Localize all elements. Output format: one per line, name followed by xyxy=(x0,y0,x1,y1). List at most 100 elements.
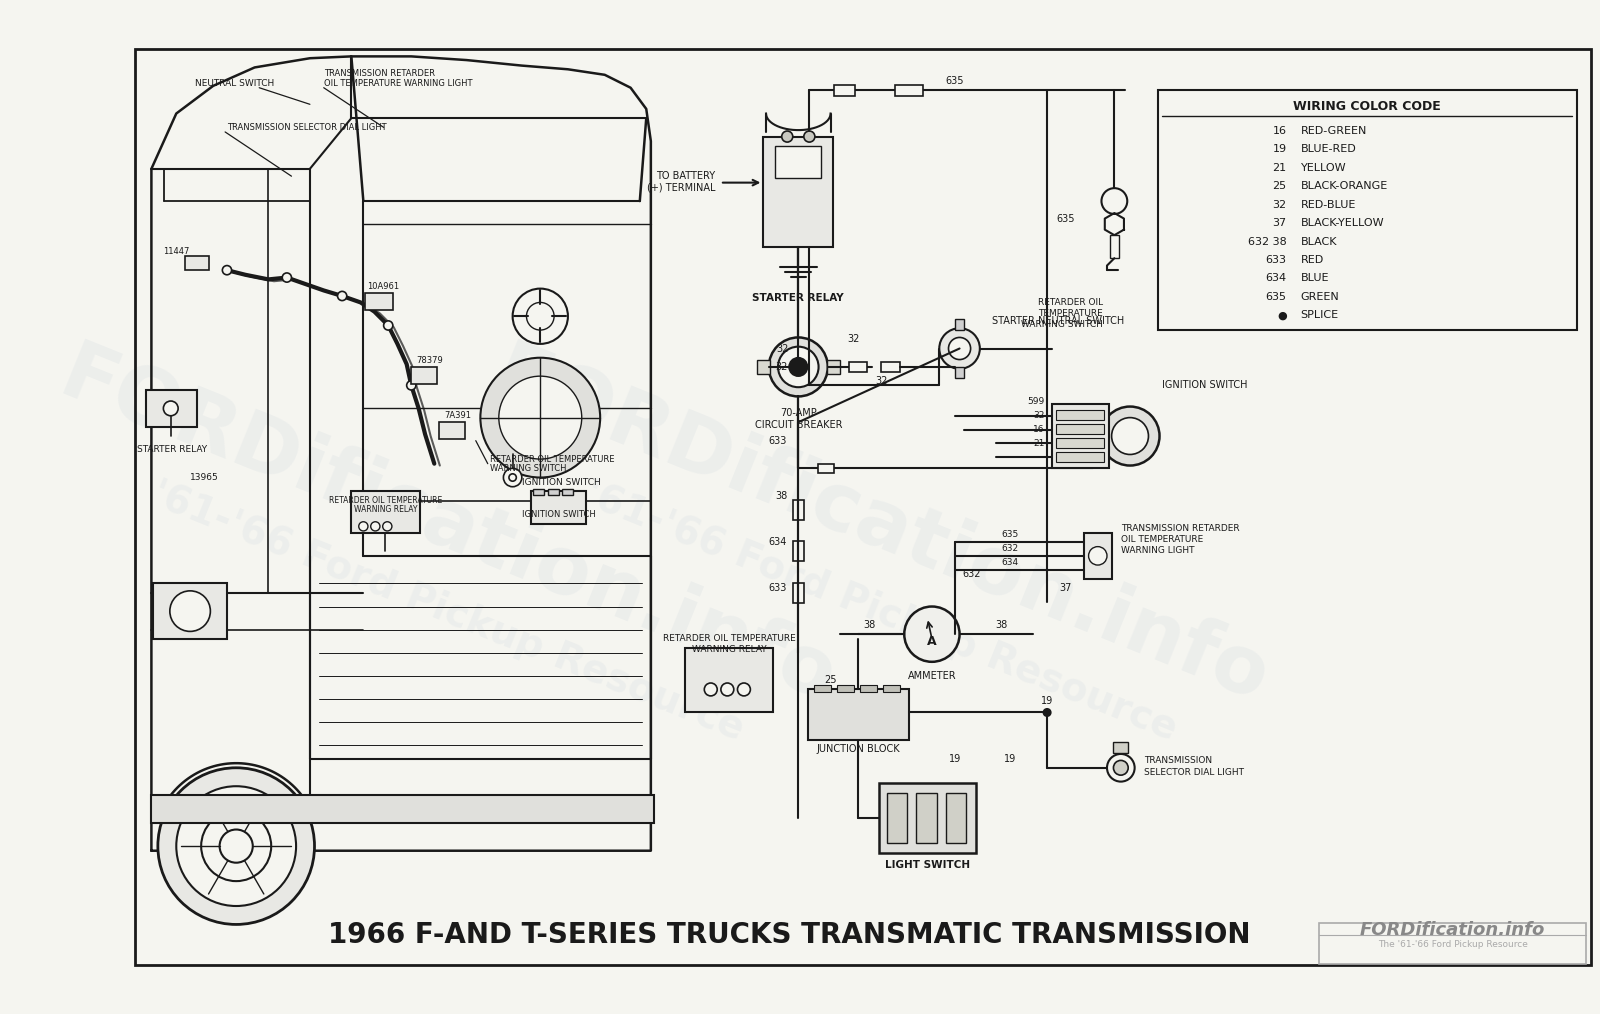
Text: TRANSMISSION: TRANSMISSION xyxy=(1144,755,1211,765)
Text: RETARDER OIL TEMPERATURE: RETARDER OIL TEMPERATURE xyxy=(330,496,442,505)
Circle shape xyxy=(1088,547,1107,565)
Text: TRANSMISSION RETARDER: TRANSMISSION RETARDER xyxy=(1122,523,1240,532)
Bar xyxy=(792,541,803,562)
Text: 32: 32 xyxy=(774,362,787,372)
Bar xyxy=(763,137,834,247)
Text: RETARDER OIL TEMPERATURE: RETARDER OIL TEMPERATURE xyxy=(662,635,795,643)
Bar xyxy=(880,784,976,853)
Text: AMMETER: AMMETER xyxy=(907,670,957,680)
Circle shape xyxy=(1101,189,1128,214)
Text: 25: 25 xyxy=(1272,182,1286,192)
Circle shape xyxy=(202,811,270,881)
Circle shape xyxy=(782,131,792,142)
Text: TEMPERATURE: TEMPERATURE xyxy=(1038,309,1104,318)
Text: 635: 635 xyxy=(1056,215,1075,224)
Bar xyxy=(818,463,834,473)
Text: GREEN: GREEN xyxy=(1301,292,1339,302)
Text: 634: 634 xyxy=(1266,274,1286,284)
Text: '61-'66 Ford Pickup Resource: '61-'66 Ford Pickup Resource xyxy=(579,475,1182,747)
Text: STARTER RELAY: STARTER RELAY xyxy=(136,445,206,454)
Text: 38: 38 xyxy=(774,491,787,501)
Text: WARNING SWITCH: WARNING SWITCH xyxy=(490,463,566,473)
Bar xyxy=(1051,404,1109,468)
Bar xyxy=(438,422,464,439)
Text: WARNING LIGHT: WARNING LIGHT xyxy=(1122,546,1194,555)
Circle shape xyxy=(338,291,347,300)
Bar xyxy=(547,490,558,495)
Circle shape xyxy=(480,358,600,478)
Text: FORDification.info: FORDification.info xyxy=(50,337,848,720)
Text: 634: 634 xyxy=(1002,558,1019,567)
Bar xyxy=(757,360,770,374)
Text: BLACK-ORANGE: BLACK-ORANGE xyxy=(1301,182,1387,192)
Text: 32: 32 xyxy=(776,344,789,354)
Circle shape xyxy=(504,468,522,487)
Bar xyxy=(154,583,227,639)
Bar xyxy=(955,319,965,331)
Text: The '61-'66 Ford Pickup Resource: The '61-'66 Ford Pickup Resource xyxy=(1378,940,1528,949)
Circle shape xyxy=(384,320,394,331)
Text: 632 38: 632 38 xyxy=(1248,236,1286,246)
Bar xyxy=(352,492,421,532)
Circle shape xyxy=(282,273,291,282)
Bar xyxy=(827,360,840,374)
Text: 632: 632 xyxy=(1002,544,1019,553)
Text: IGNITION SWITCH: IGNITION SWITCH xyxy=(522,478,600,487)
Bar xyxy=(1114,742,1128,753)
Bar xyxy=(882,362,899,371)
Bar xyxy=(894,85,923,96)
Circle shape xyxy=(406,380,416,390)
Bar xyxy=(186,257,208,270)
Text: 632: 632 xyxy=(962,569,981,579)
Text: JUNCTION BLOCK: JUNCTION BLOCK xyxy=(816,744,901,754)
Bar xyxy=(533,490,544,495)
Circle shape xyxy=(904,606,960,662)
Text: TO BATTERY: TO BATTERY xyxy=(656,171,715,182)
Text: IGNITION SWITCH: IGNITION SWITCH xyxy=(1162,380,1248,390)
Text: RED-BLUE: RED-BLUE xyxy=(1301,200,1355,210)
Circle shape xyxy=(371,522,379,531)
Text: CIRCUIT BREAKER: CIRCUIT BREAKER xyxy=(755,420,842,430)
Circle shape xyxy=(512,289,568,344)
Text: YELLOW: YELLOW xyxy=(1301,163,1346,173)
Bar xyxy=(955,367,965,378)
Circle shape xyxy=(939,329,979,369)
Bar xyxy=(1056,451,1104,461)
Text: 1966 F-AND T-SERIES TRUCKS TRANSMATIC TRANSMISSION: 1966 F-AND T-SERIES TRUCKS TRANSMATIC TR… xyxy=(328,922,1250,949)
Text: NEUTRAL SWITCH: NEUTRAL SWITCH xyxy=(195,79,274,87)
Circle shape xyxy=(170,591,210,632)
Circle shape xyxy=(163,401,178,416)
Text: RED: RED xyxy=(1301,256,1323,265)
Bar xyxy=(152,795,654,823)
Circle shape xyxy=(222,266,232,275)
Bar xyxy=(146,390,197,427)
Bar xyxy=(1158,90,1578,331)
Text: WARNING RELAY: WARNING RELAY xyxy=(691,645,766,654)
Circle shape xyxy=(738,683,750,696)
Text: RETARDER OIL: RETARDER OIL xyxy=(1038,298,1104,307)
Bar xyxy=(531,492,586,523)
Text: 32: 32 xyxy=(1034,412,1045,420)
Text: TRANSMISSION RETARDER: TRANSMISSION RETARDER xyxy=(323,69,435,78)
Circle shape xyxy=(949,338,971,360)
Text: STARTER RELAY: STARTER RELAY xyxy=(752,293,845,303)
Circle shape xyxy=(526,302,554,331)
Text: 11447: 11447 xyxy=(163,247,189,257)
Text: BLUE: BLUE xyxy=(1301,274,1330,284)
Text: BLUE-RED: BLUE-RED xyxy=(1301,144,1357,154)
Text: SPLICE: SPLICE xyxy=(1301,310,1339,320)
Text: 19: 19 xyxy=(1005,753,1016,764)
Text: 38: 38 xyxy=(862,620,875,630)
Circle shape xyxy=(1112,418,1149,454)
Text: 10A961: 10A961 xyxy=(368,282,400,291)
Bar xyxy=(837,684,853,693)
Bar xyxy=(685,648,773,713)
Text: 635: 635 xyxy=(946,76,965,86)
Text: 13965: 13965 xyxy=(190,473,219,482)
Bar xyxy=(792,583,803,603)
Text: 21: 21 xyxy=(1034,439,1045,448)
Bar xyxy=(850,362,867,371)
Bar xyxy=(808,690,909,740)
Text: A: A xyxy=(926,635,936,648)
Text: TRANSMISSION SELECTOR DIAL LIGHT: TRANSMISSION SELECTOR DIAL LIGHT xyxy=(227,123,387,132)
